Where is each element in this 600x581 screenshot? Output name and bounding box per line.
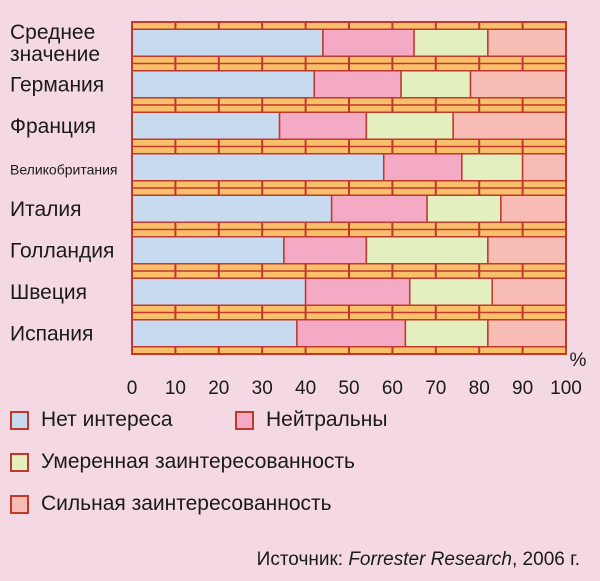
category-label: Испания bbox=[10, 322, 93, 345]
x-unit-label: % bbox=[570, 350, 587, 371]
x-tick-label: 60 bbox=[382, 378, 403, 399]
bar-segment bbox=[500, 194, 567, 223]
category-label: Франция bbox=[10, 115, 96, 138]
category-label: значение bbox=[10, 43, 100, 66]
x-tick-label: 80 bbox=[469, 378, 490, 399]
legend-swatch-no-interest bbox=[10, 410, 29, 430]
bar-segment bbox=[296, 319, 407, 348]
legend-item-no-interest: Нет интереса bbox=[10, 408, 173, 432]
legend-item-moderate-interest: Умеренная заинтересованность bbox=[10, 450, 355, 474]
bar-segment bbox=[131, 194, 333, 223]
bar-segment bbox=[322, 28, 415, 57]
bar-segment bbox=[131, 153, 385, 182]
legend-label-moderate-interest: Умеренная заинтересованность bbox=[41, 450, 355, 473]
bar-segment bbox=[131, 111, 281, 140]
bar-segment bbox=[409, 277, 493, 306]
x-tick-label: 50 bbox=[338, 378, 359, 399]
x-tick-label: 20 bbox=[208, 378, 229, 399]
bar-segment bbox=[313, 70, 402, 99]
category-label: Италия bbox=[10, 198, 82, 221]
plot-frame bbox=[131, 21, 567, 355]
bar-segment bbox=[131, 236, 285, 265]
x-tick-label: 90 bbox=[512, 378, 533, 399]
bar-segment bbox=[365, 236, 489, 265]
bar-segment bbox=[461, 153, 524, 182]
bar-segment bbox=[283, 236, 368, 265]
x-tick-label: 40 bbox=[295, 378, 316, 399]
category-label: Швеция bbox=[10, 281, 87, 304]
bar-segment bbox=[487, 236, 567, 265]
legend-label-neutral: Нейтральны bbox=[266, 408, 388, 431]
legend-swatch-neutral bbox=[235, 410, 254, 430]
bar-segment bbox=[304, 277, 411, 306]
source-name: Forrester Research bbox=[348, 549, 512, 570]
bar-segment bbox=[487, 28, 567, 57]
legend-swatch-strong-interest bbox=[10, 494, 29, 514]
bar-segment bbox=[131, 70, 316, 99]
bar-segment bbox=[131, 277, 307, 306]
bar-segment bbox=[404, 319, 489, 348]
source-suffix: , 2006 г. bbox=[512, 549, 580, 570]
bar-segment bbox=[278, 111, 368, 140]
bar-segment bbox=[365, 111, 454, 140]
bar-segment bbox=[469, 70, 567, 99]
bar-segment bbox=[521, 153, 567, 182]
source-prefix: Источник: bbox=[256, 549, 349, 570]
category-label: Германия bbox=[10, 73, 104, 96]
x-tick-label: 30 bbox=[252, 378, 273, 399]
category-label: Великобритания bbox=[10, 161, 118, 177]
bar-segment bbox=[487, 319, 567, 348]
category-label: Среднее bbox=[10, 21, 95, 44]
bar-segment bbox=[330, 194, 428, 223]
bar-segment bbox=[452, 111, 567, 140]
bar-segment bbox=[413, 28, 489, 57]
x-tick-label: 10 bbox=[165, 378, 186, 399]
legend-swatch-moderate-interest bbox=[10, 452, 29, 472]
legend-label-no-interest: Нет интереса bbox=[41, 408, 173, 431]
bar-segment bbox=[131, 28, 324, 57]
bar-segment bbox=[382, 153, 463, 182]
x-tick-label: 70 bbox=[425, 378, 446, 399]
legend-item-strong-interest: Сильная заинтересованность bbox=[10, 492, 332, 516]
x-tick-label: 100 bbox=[550, 378, 582, 399]
bar-segment bbox=[400, 70, 472, 99]
legend-label-strong-interest: Сильная заинтересованность bbox=[41, 492, 332, 515]
category-label: Голландия bbox=[10, 239, 114, 262]
bar-segment bbox=[131, 319, 298, 348]
bar-segment bbox=[491, 277, 567, 306]
legend-item-neutral: Нейтральны bbox=[235, 408, 387, 432]
bar-segment bbox=[426, 194, 502, 223]
x-tick-label: 0 bbox=[127, 378, 138, 399]
source-note: Источник: Forrester Research, 2006 г. bbox=[257, 549, 580, 571]
